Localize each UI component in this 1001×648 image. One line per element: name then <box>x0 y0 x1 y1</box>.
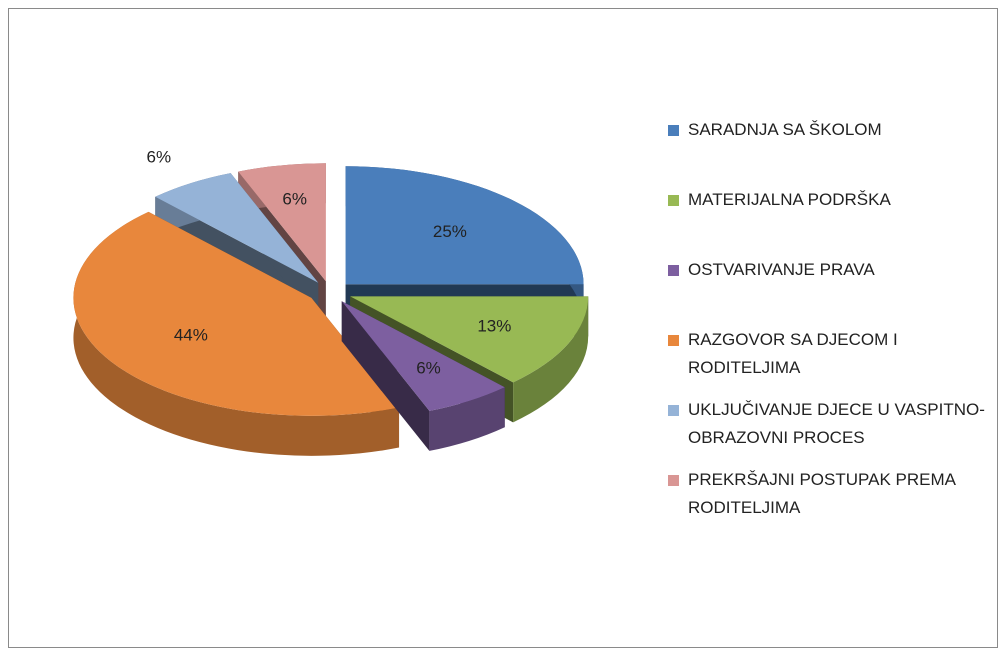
data-label: 44% <box>174 325 208 344</box>
data-label: 6% <box>282 190 307 209</box>
legend-swatch <box>668 265 679 276</box>
page: 25% 13% 6% 44% 6% 6% SARADNJA SA ŠKOLOM MATERI… <box>8 8 998 648</box>
legend-swatch <box>668 405 679 416</box>
slice-rim <box>513 296 589 423</box>
slice-side <box>341 301 430 451</box>
legend-swatch <box>668 125 679 136</box>
legend-swatch <box>668 335 679 346</box>
legend-item: OSTVARIVANJE PRAVA <box>668 256 988 284</box>
legend-item: UKLJUČIVANJE DJECE U VASPITNO-OBRAZOVNI … <box>668 396 988 452</box>
legend-swatch <box>668 195 679 206</box>
slice-rim <box>73 211 400 456</box>
data-label: 25% <box>433 222 467 241</box>
legend-swatch <box>668 475 679 486</box>
legend-item: PREKRŠAJNI POSTUPAK PREMA RODITELJIMA <box>668 466 988 522</box>
slice <box>345 166 584 285</box>
legend-label: MATERIJALNA PODRŠKA <box>688 190 891 209</box>
legend-label: OSTVARIVANJE PRAVA <box>688 260 875 279</box>
legend-label: UKLJUČIVANJE DJECE U VASPITNO-OBRAZOVNI … <box>688 400 985 447</box>
data-label: 13% <box>477 317 511 336</box>
legend-item: MATERIJALNA PODRŠKA <box>668 186 988 214</box>
slice <box>341 301 505 411</box>
slice <box>73 211 400 416</box>
slice-rim <box>429 387 505 451</box>
legend-label: PREKRŠAJNI POSTUPAK PREMA RODITELJIMA <box>688 470 956 517</box>
legend-item: RAZGOVOR SA DJECOM I RODITELJIMA <box>668 326 988 382</box>
slice <box>350 296 589 383</box>
legend-label: RAZGOVOR SA DJECOM I RODITELJIMA <box>688 330 898 377</box>
slice <box>155 173 319 283</box>
chart: 25% 13% 6% 44% 6% 6% <box>73 148 589 456</box>
slice <box>238 163 326 282</box>
data-label: 6% <box>416 358 441 377</box>
legend-item: SARADNJA SA ŠKOLOM <box>668 116 988 144</box>
legend-label: SARADNJA SA ŠKOLOM <box>688 120 882 139</box>
legend: SARADNJA SA ŠKOLOM MATERIJALNA PODRŠKA OST… <box>668 116 988 536</box>
data-label: 6% <box>147 148 172 167</box>
